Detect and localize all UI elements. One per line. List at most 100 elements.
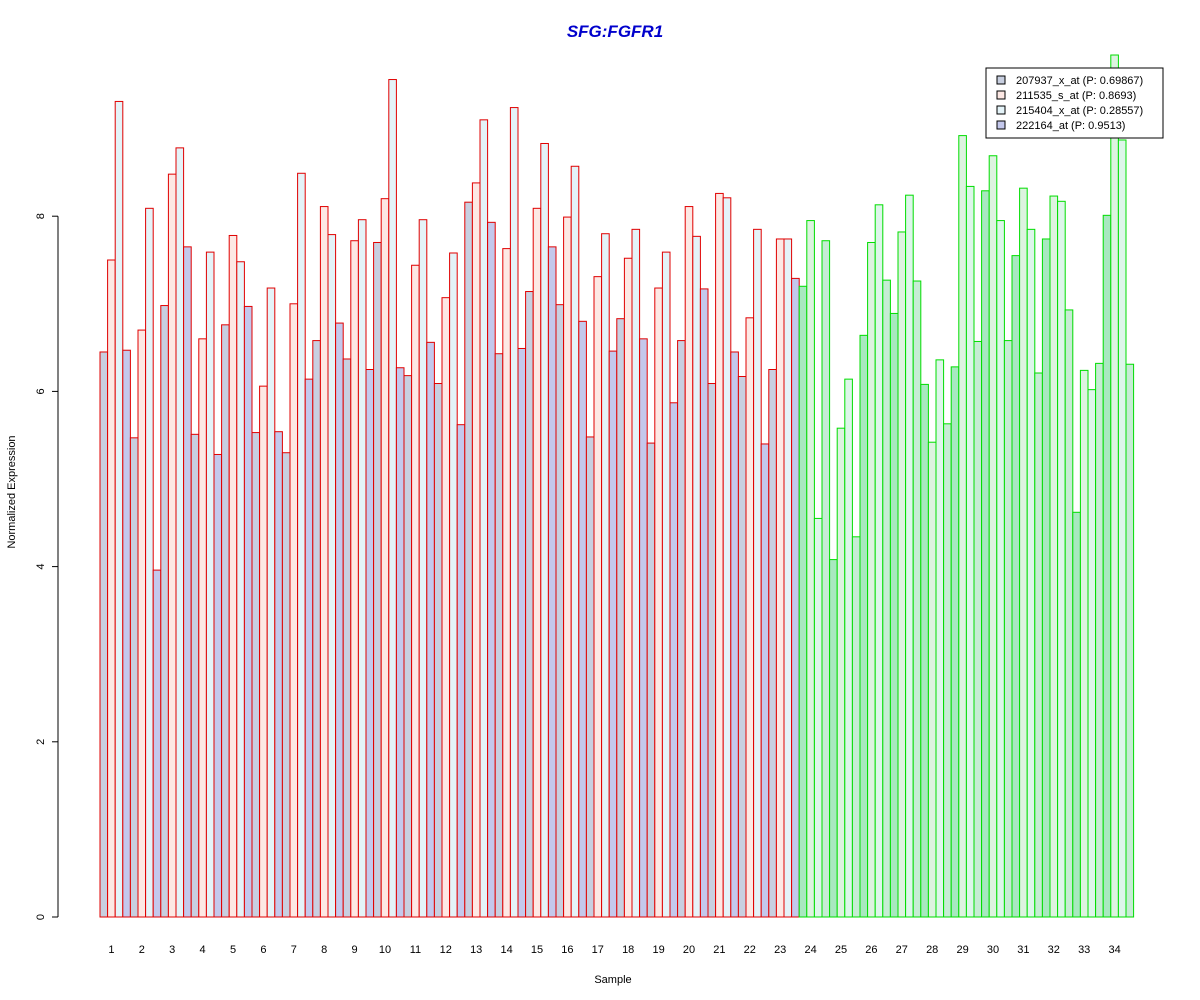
legend: 207937_x_at (P: 0.69867) 211535_s_at (P: … — [985, 67, 1164, 139]
bar-sample-8-series-4 — [335, 322, 344, 918]
bar-sample-21-series-1 — [707, 383, 717, 918]
bar-sample-19-series-4 — [669, 402, 679, 918]
bar-sample-27-series-1 — [889, 312, 899, 918]
bar-sample-8-series-3 — [327, 234, 337, 918]
bar-sample-18-series-2 — [623, 257, 633, 918]
bar-sample-14-series-1 — [494, 353, 504, 918]
bar-sample-1-series-2 — [107, 259, 116, 918]
y-tick-label: 8 — [35, 213, 47, 219]
bar-sample-24-series-1 — [798, 285, 808, 918]
legend-entry-label: 211535_s_at (P: 0.8693) — [1016, 90, 1136, 102]
bar-sample-18-series-4 — [639, 338, 648, 918]
bar-sample-34-series-2 — [1110, 54, 1119, 918]
bar-sample-25-series-4 — [851, 536, 861, 918]
bar-sample-28-series-3 — [935, 359, 945, 918]
bar-sample-3-series-2 — [167, 173, 177, 918]
bar-sample-1-series-3 — [114, 100, 124, 918]
bar-sample-33-series-3 — [1087, 389, 1097, 918]
bar-sample-7-series-1 — [281, 452, 291, 918]
bar-sample-12-series-2 — [441, 297, 451, 918]
bar-sample-31-series-4 — [1034, 372, 1043, 918]
bar-sample-13-series-1 — [464, 201, 473, 918]
bar-sample-26-series-3 — [874, 204, 884, 918]
bar-sample-23-series-3 — [783, 238, 793, 918]
x-tick-label: 18 — [622, 944, 634, 956]
x-tick-label: 3 — [169, 944, 175, 956]
x-tick-label: 27 — [896, 944, 908, 956]
bar-sample-5-series-4 — [243, 305, 253, 918]
bar-sample-26-series-4 — [882, 279, 891, 918]
bar-sample-24-series-2 — [806, 220, 815, 918]
bar-sample-2-series-2 — [137, 329, 147, 918]
bar-sample-12-series-1 — [433, 383, 443, 918]
bar-sample-8-series-2 — [319, 206, 329, 918]
x-tick-label: 11 — [410, 944, 421, 956]
x-tick-label: 4 — [200, 944, 206, 956]
legend-swatch — [996, 120, 1006, 130]
bar-sample-16-series-1 — [555, 304, 565, 918]
bar-sample-17-series-1 — [585, 436, 595, 918]
bar-sample-13-series-2 — [471, 182, 481, 918]
bar-sample-7-series-2 — [289, 303, 299, 918]
bar-sample-33-series-4 — [1095, 362, 1104, 918]
bar-sample-1-series-1 — [99, 351, 109, 918]
bar-sample-16-series-4 — [578, 320, 587, 918]
bar-sample-7-series-3 — [297, 172, 306, 918]
x-tick-label: 7 — [291, 944, 297, 956]
x-tick-label: 8 — [321, 944, 327, 956]
bar-sample-13-series-3 — [479, 119, 489, 918]
bar-sample-31-series-1 — [1011, 255, 1021, 918]
y-tick-label: 4 — [35, 564, 47, 570]
legend-swatch — [996, 75, 1006, 85]
x-axis-label: Sample — [594, 974, 631, 986]
bar-sample-3-series-1 — [160, 305, 169, 918]
bar-sample-29-series-1 — [950, 366, 960, 918]
bar-sample-21-series-2 — [715, 192, 724, 918]
bar-sample-23-series-4 — [791, 277, 800, 918]
bar-sample-16-series-3 — [570, 165, 580, 918]
bar-sample-19-series-2 — [654, 287, 663, 918]
bar-sample-22-series-3 — [753, 228, 762, 918]
bar-sample-14-series-2 — [502, 248, 511, 918]
y-axis-label: Normalized Expression — [6, 435, 18, 548]
bar-sample-20-series-4 — [699, 288, 709, 918]
legend-swatch — [996, 105, 1006, 115]
x-tick-label: 9 — [352, 944, 358, 956]
bar-sample-25-series-1 — [829, 559, 838, 918]
bar-sample-22-series-1 — [737, 376, 747, 918]
bar-sample-30-series-1 — [981, 190, 990, 918]
bar-sample-2-series-3 — [145, 207, 154, 918]
bar-sample-17-series-4 — [608, 350, 618, 918]
bar-sample-16-series-2 — [563, 216, 572, 918]
bar-sample-6-series-4 — [274, 431, 283, 918]
bar-sample-34-series-3 — [1117, 139, 1127, 918]
bar-sample-6-series-1 — [251, 432, 261, 918]
bar-sample-32-series-3 — [1057, 200, 1066, 918]
bar-sample-5-series-2 — [228, 234, 238, 918]
bar-sample-8-series-1 — [312, 340, 321, 918]
x-tick-label: 14 — [500, 944, 512, 956]
bar-sample-11-series-1 — [403, 375, 413, 918]
bar-sample-7-series-4 — [304, 378, 314, 918]
legend-entry-label: 222164_at (P: 0.9513) — [1016, 120, 1125, 132]
bar-sample-32-series-1 — [1041, 238, 1051, 918]
x-tick-label: 23 — [774, 944, 786, 956]
bar-sample-6-series-2 — [259, 385, 268, 918]
x-tick-label: 25 — [835, 944, 847, 956]
bar-sample-17-series-3 — [601, 233, 610, 918]
bar-sample-9-series-1 — [342, 358, 352, 918]
bar-sample-2-series-4 — [152, 569, 162, 918]
x-tick-label: 32 — [1048, 944, 1060, 956]
x-tick-label: 19 — [652, 944, 664, 956]
bar-sample-11-series-4 — [426, 341, 435, 918]
x-tick-label: 24 — [804, 944, 816, 956]
bar-sample-15-series-3 — [540, 142, 549, 918]
bar-sample-19-series-1 — [646, 442, 656, 918]
x-tick-label: 16 — [561, 944, 573, 956]
bar-sample-4-series-2 — [198, 338, 207, 918]
bar-sample-31-series-3 — [1026, 228, 1036, 918]
bar-sample-26-series-2 — [867, 241, 876, 918]
x-tick-label: 12 — [440, 944, 452, 956]
bar-sample-34-series-1 — [1102, 214, 1112, 918]
bar-sample-24-series-3 — [813, 517, 823, 918]
